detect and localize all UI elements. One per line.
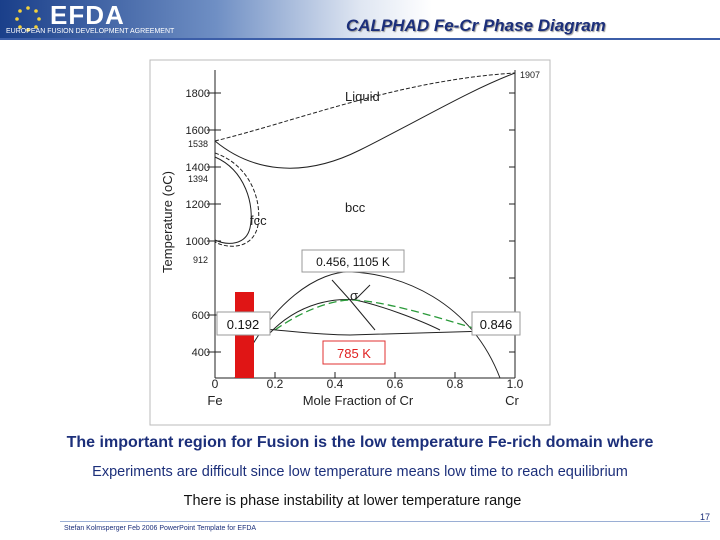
y-tick-label: 1394 [188,174,208,184]
annotation: 785 K [337,346,371,361]
region-label: σ [350,288,358,303]
annotation: 0.456, 1105 K [316,255,390,269]
region-label: Liquid [345,89,380,104]
y-tick-label: 1400 [186,162,210,174]
x-tick-label: 0.8 [447,377,464,391]
header-band [0,0,720,38]
annotation: 0.846 [480,317,513,332]
annotation-box [471,311,521,336]
annotation-box [322,340,386,365]
annotation-box [216,311,271,336]
x-end-label: Fe [207,393,222,408]
x-end-label: Cr [505,393,519,408]
annotation-box [301,249,405,273]
region-labels: Liquid bcc fcc σ [250,89,380,303]
x-tick-labels: 0 0.2 0.4 0.6 0.8 1.0 Fe Cr Mole Fractio… [207,70,540,408]
footer-credit: Stefan Kolmsperger Feb 2006 PowerPoint T… [64,525,257,532]
logo-subtitle: EUROPEAN FUSION DEVELOPMENT AGREEMENT [6,28,175,35]
y-tick-label: 1000 [186,236,210,248]
y-tick-label: 1200 [186,199,210,211]
diagram-frame [149,59,551,426]
annotation: 0.192 [227,317,260,332]
logo: EFDA [50,0,125,30]
y-tick-labels: 1800 1600 1538 1400 1394 1200 1000 912 6… [186,88,210,359]
annotations: 0.456, 1105 K 0.192 0.846 785 K [216,249,521,365]
x-axis-label: Mole Fraction of Cr [303,393,414,408]
y-tick-label: 1600 [186,125,210,137]
y-axis-label: Temperature (oC) [160,171,175,273]
x-tick-label: 0.2 [267,377,284,391]
x-tick-label: 1.0 [507,377,524,391]
logo-stars [15,6,41,32]
slide-title: CALPHAD Fe-Cr Phase Diagram [346,16,606,35]
region-label: bcc [345,200,366,215]
x-tick-label: 0 [212,377,219,391]
body-line: Experiments are difficult since low temp… [92,464,628,480]
y-tick-label: 912 [193,255,208,265]
y-tick-label: 1538 [188,139,208,149]
top-value-label: 1907 [520,70,540,80]
region-label: fcc [250,213,267,228]
body-line: There is phase instability at lower temp… [183,493,522,509]
x-tick-marks [274,372,456,378]
body-line: The important region for Fusion is the l… [66,434,654,451]
header-rule [0,38,720,40]
footer-rule [60,521,710,522]
x-tick-label: 0.4 [327,377,344,391]
y-tick-label: 1800 [186,88,210,100]
x-tick-label: 0.6 [387,377,404,391]
y-tick-label: 600 [192,310,210,322]
y-tick-label: 400 [192,347,210,359]
green-dashed-curve [274,299,481,331]
page-number: 17 [700,512,711,522]
